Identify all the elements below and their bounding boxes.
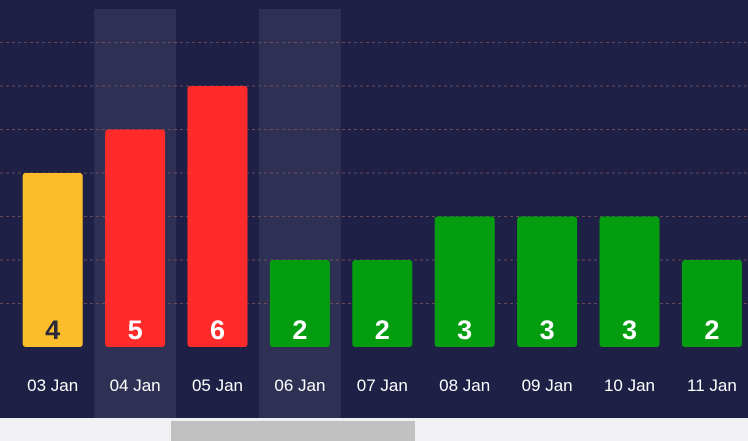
bar xyxy=(105,129,166,347)
x-tick-label: 06 Jan xyxy=(274,376,325,395)
x-tick-label: 07 Jan xyxy=(357,376,408,395)
bar xyxy=(187,86,248,347)
bar-chart: 4 5 6 2 2 3 3 3 2 03 Jan 04 Jan 05 Jan 06 Jan 07 Jan 0… xyxy=(0,9,748,418)
bar xyxy=(517,216,578,347)
data-label: 3 xyxy=(622,315,637,345)
x-tick-label: 09 Jan xyxy=(522,376,573,395)
horizontal-scrollbar[interactable] xyxy=(0,418,748,441)
bar xyxy=(22,173,83,347)
x-tick-label: 10 Jan xyxy=(604,376,655,395)
data-label: 5 xyxy=(128,315,143,345)
bar xyxy=(269,260,330,347)
bar xyxy=(599,216,660,347)
x-tick-label: 04 Jan xyxy=(110,376,161,395)
x-tick-label: 03 Jan xyxy=(27,376,78,395)
data-label: 6 xyxy=(210,315,225,345)
x-tick-label: 08 Jan xyxy=(439,376,490,395)
bar xyxy=(434,216,495,347)
data-label: 3 xyxy=(457,315,472,345)
data-label: 2 xyxy=(375,315,390,345)
highlight-band xyxy=(258,9,341,418)
bar xyxy=(352,260,413,347)
x-tick-label: 11 Jan xyxy=(687,376,737,395)
scrollbar-thumb[interactable] xyxy=(171,421,415,441)
data-label: 3 xyxy=(540,315,555,345)
data-label: 2 xyxy=(704,315,719,345)
bar xyxy=(681,260,742,347)
data-label: 4 xyxy=(45,315,60,345)
chart-canvas: 4 5 6 2 2 3 3 3 2 03 Jan 04 Jan 05 Jan 06 Jan 07 Jan 0… xyxy=(0,9,748,418)
data-label: 2 xyxy=(292,315,307,345)
x-tick-label: 05 Jan xyxy=(192,376,243,395)
